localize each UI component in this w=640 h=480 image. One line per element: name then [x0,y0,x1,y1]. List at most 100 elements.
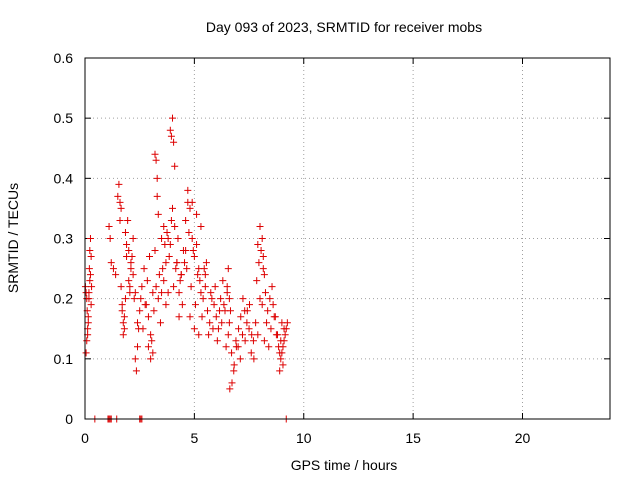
data-point [124,216,132,224]
data-point [87,253,95,261]
data-point [201,283,209,291]
data-point [154,210,162,218]
data-point [114,192,122,200]
data-point [243,307,251,315]
data-point [211,283,219,291]
data-point [256,295,264,303]
data-point [125,247,133,255]
data-point [86,271,94,279]
data-point [246,301,253,309]
data-point [147,331,155,339]
data-point [226,385,234,393]
data-point [188,235,196,242]
data-point [106,235,114,242]
data-point [261,289,269,297]
data-point [277,337,285,345]
data-point [156,319,164,327]
y-tick-label: 0.3 [54,231,74,247]
data-point [216,307,224,315]
data-point [223,289,231,297]
data-point [140,265,148,273]
data-point [119,331,127,339]
data-point [225,295,233,303]
data-point [84,313,92,321]
data-point [276,367,284,375]
data-point [248,331,256,339]
data-point [158,235,166,242]
data-point [252,319,260,327]
data-point [177,271,185,279]
data-point [121,228,129,236]
data-point [87,301,95,309]
data-point [85,295,93,303]
data-point [212,313,220,321]
data-point [107,259,115,267]
y-tick-label: 0.1 [54,351,74,367]
data-point [115,180,123,188]
data-point [155,271,163,279]
data-point [176,277,184,285]
data-point [162,259,170,267]
y-tick-label: 0.6 [54,50,74,66]
data-point [166,126,174,134]
data-point [204,307,211,315]
data-point [207,289,215,297]
data-point [190,253,198,261]
data-point [193,241,201,249]
data-point [160,222,168,230]
data-point [278,349,286,357]
data-point [167,216,175,224]
data-point [210,301,218,309]
data-point [197,289,205,297]
data-point [162,301,170,309]
data-point [201,271,209,279]
data-point [266,295,274,303]
data-point [117,204,125,212]
data-point [265,343,273,351]
data-point [247,349,255,357]
data-point [159,265,167,273]
data-point [136,307,144,315]
x-tick-label: 0 [81,430,89,446]
data-point [152,283,160,291]
data-point [264,307,272,315]
data-point [190,325,198,333]
data-point [206,319,214,327]
data-point [153,192,161,200]
data-point [154,295,162,303]
data-point [224,265,232,273]
data-point [218,319,226,327]
data-point [170,283,178,291]
data-point [139,325,147,333]
data-point [269,301,277,309]
y-tick-label: 0.5 [54,110,74,126]
data-point [222,343,230,351]
data-point [150,307,158,315]
data-point [82,289,90,297]
data-point [237,313,245,321]
data-point [165,253,173,261]
data-point [120,313,128,321]
data-point [185,228,193,236]
data-point [175,289,183,297]
data-point [147,355,155,363]
data-point [270,313,278,321]
data-point [118,301,126,309]
data-point [169,204,176,212]
data-point [119,319,127,327]
data-point [279,361,287,369]
data-point [230,367,238,375]
data-point [121,295,129,303]
data-point [116,216,124,224]
data-point [202,259,210,267]
data-point [86,277,94,285]
data-point [126,283,134,291]
data-point [152,156,160,164]
data-point [123,241,131,249]
data-point [134,343,141,351]
data-point [230,361,238,369]
data-point [199,295,207,303]
data-point [249,337,257,345]
data-point [129,271,137,279]
